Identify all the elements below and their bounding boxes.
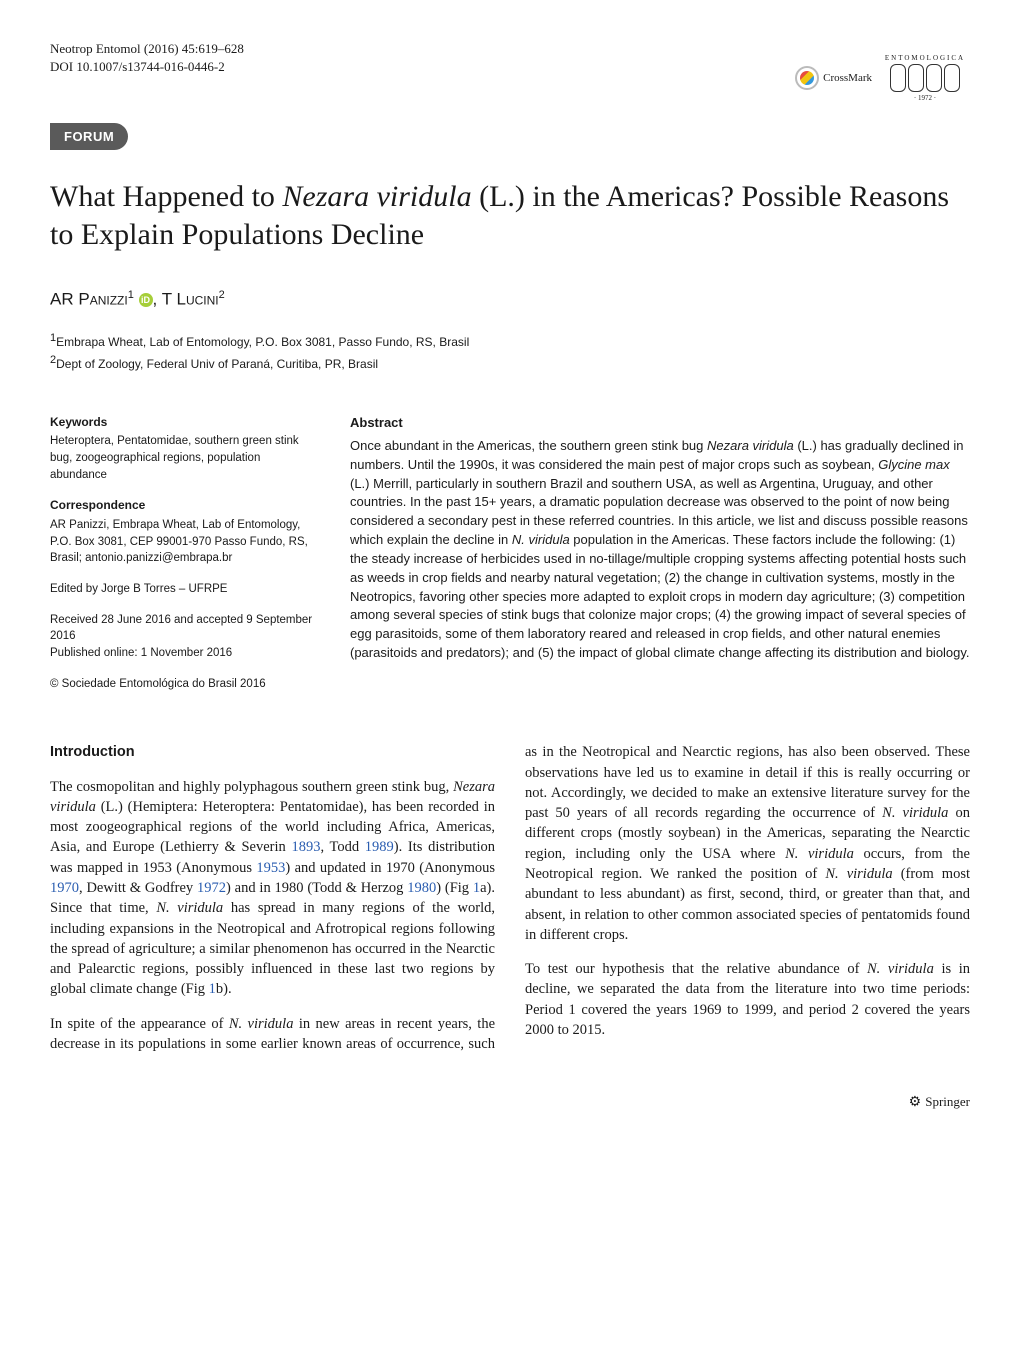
section-banner: FORUM	[50, 123, 128, 150]
abstract-text: Once abundant in the Americas, the south…	[350, 437, 970, 663]
meta-sidebar: Keywords Heteroptera, Pentatomidae, sout…	[50, 414, 320, 706]
author-2-sup: 2	[219, 289, 225, 301]
page-header: Neotrop Entomol (2016) 45:619–628 DOI 10…	[50, 40, 970, 115]
correspondence-text: AR Panizzi, Embrapa Wheat, Lab of Entomo…	[50, 517, 320, 567]
published-date: Published online: 1 November 2016	[50, 645, 320, 662]
doi: DOI 10.1007/s13744-016-0446-2	[50, 58, 244, 76]
orcid-icon[interactable]: iD	[139, 293, 153, 307]
keywords-heading: Keywords	[50, 414, 320, 431]
affiliations: 1Embrapa Wheat, Lab of Entomology, P.O. …	[50, 330, 970, 374]
keywords-text: Heteroptera, Pentatomidae, southern gree…	[50, 433, 320, 483]
springer-logo: Springer	[909, 1094, 970, 1111]
crossmark-icon	[795, 66, 819, 90]
correspondence-heading: Correspondence	[50, 497, 320, 514]
logo-shapes	[890, 64, 960, 92]
dates-block: Received 28 June 2016 and accepted 9 Sep…	[50, 612, 320, 662]
authors-line: AR Panizzi1 iD, T Lucini2	[50, 289, 970, 310]
abstract: Abstract Once abundant in the Americas, …	[350, 414, 970, 706]
journal-info: Neotrop Entomol (2016) 45:619–628 DOI 10…	[50, 40, 244, 76]
author-2-initials: T L	[162, 290, 186, 309]
author-1-sup: 1	[128, 289, 134, 301]
edited-by: Edited by Jorge B Torres – UFRPE	[50, 581, 320, 598]
journal-citation: Neotrop Entomol (2016) 45:619–628	[50, 40, 244, 58]
society-logo: ENTOMOLOGICA · 1972 ·	[880, 40, 970, 115]
affiliation-2: 2Dept of Zoology, Federal Univ of Paraná…	[50, 352, 970, 374]
title-species: Nezara viridula	[282, 180, 471, 213]
logo-top-text: ENTOMOLOGICA	[885, 54, 965, 62]
abstract-heading: Abstract	[350, 414, 970, 433]
intro-heading: Introduction	[50, 742, 495, 762]
keywords-block: Keywords Heteroptera, Pentatomidae, sout…	[50, 414, 320, 483]
author-1-initials: AR P	[50, 290, 90, 309]
crossmark-badge[interactable]: CrossMark	[795, 66, 872, 90]
body-text: Introduction The cosmopolitan and highly…	[50, 742, 970, 1054]
meta-abstract-row: Keywords Heteroptera, Pentatomidae, sout…	[50, 414, 970, 706]
paragraph-1: The cosmopolitan and highly polyphagous …	[50, 777, 495, 1000]
correspondence-block: Correspondence AR Panizzi, Embrapa Wheat…	[50, 497, 320, 566]
page-footer: Springer	[50, 1094, 970, 1111]
crossmark-label: CrossMark	[823, 72, 872, 84]
paragraph-3: To test our hypothesis that the relative…	[525, 959, 970, 1040]
author-2-name: ucini	[186, 290, 219, 309]
copyright: © Sociedade Entomológica do Brasil 2016	[50, 676, 320, 693]
author-1-name: anizzi	[90, 290, 128, 309]
logo-bottom-text: · 1972 ·	[914, 94, 936, 102]
affiliation-1: 1Embrapa Wheat, Lab of Entomology, P.O. …	[50, 330, 970, 352]
received-date: Received 28 June 2016 and accepted 9 Sep…	[50, 612, 320, 645]
article-title: What Happened to Nezara viridula (L.) in…	[50, 178, 970, 253]
header-logos: CrossMark ENTOMOLOGICA · 1972 ·	[795, 40, 970, 115]
title-pre: What Happened to	[50, 180, 282, 213]
